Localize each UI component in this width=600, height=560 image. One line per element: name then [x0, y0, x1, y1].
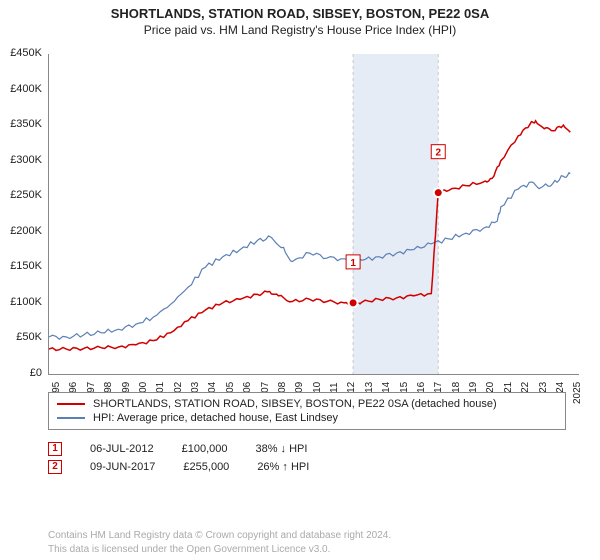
y-tick-label: £200K	[0, 225, 42, 237]
legend-row-series: SHORTLANDS, STATION ROAD, SIBSEY, BOSTON…	[57, 397, 557, 411]
svg-text:1: 1	[350, 258, 356, 269]
marker-1-icon: 1	[48, 442, 62, 456]
transaction-date-2: 09-JUN-2017	[90, 461, 155, 473]
y-tick-label: £250K	[0, 189, 42, 201]
chart-subtitle: Price paid vs. HM Land Registry's House …	[0, 23, 600, 37]
y-tick-label: £450K	[0, 47, 42, 59]
transaction-row-2: 2 09-JUN-2017 £255,000 26% ↑ HPI	[48, 458, 309, 476]
y-tick-label: £50K	[0, 331, 42, 343]
transaction-rows: 1 06-JUL-2012 £100,000 38% ↓ HPI 2 09-JU…	[48, 440, 309, 476]
x-tick-label: 2025	[572, 382, 583, 404]
transaction-row-1: 1 06-JUL-2012 £100,000 38% ↓ HPI	[48, 440, 309, 458]
y-tick-label: £0	[0, 367, 42, 379]
legend-row-hpi: HPI: Average price, detached house, East…	[57, 411, 557, 425]
y-tick-label: £400K	[0, 83, 42, 95]
y-tick-label: £150K	[0, 260, 42, 272]
y-tick-label: £350K	[0, 118, 42, 130]
footer-line-1: Contains HM Land Registry data © Crown c…	[48, 529, 391, 543]
legend-swatch-series	[57, 403, 85, 405]
legend: SHORTLANDS, STATION ROAD, SIBSEY, BOSTON…	[48, 392, 566, 430]
footer-attribution: Contains HM Land Registry data © Crown c…	[48, 529, 391, 556]
transaction-price-2: £255,000	[183, 461, 229, 473]
legend-label-hpi: HPI: Average price, detached house, East…	[93, 412, 338, 424]
svg-text:2: 2	[435, 148, 441, 159]
footer-line-2: This data is licensed under the Open Gov…	[48, 543, 391, 557]
chart-container: SHORTLANDS, STATION ROAD, SIBSEY, BOSTON…	[0, 0, 600, 560]
legend-label-series: SHORTLANDS, STATION ROAD, SIBSEY, BOSTON…	[93, 398, 497, 410]
plot-svg: 12	[49, 54, 579, 374]
y-tick-label: £100K	[0, 296, 42, 308]
transaction-delta-1: 38% ↓ HPI	[255, 443, 307, 455]
y-tick-label: £300K	[0, 154, 42, 166]
legend-swatch-hpi	[57, 417, 85, 419]
chart-title: SHORTLANDS, STATION ROAD, SIBSEY, BOSTON…	[0, 6, 600, 21]
transaction-date-1: 06-JUL-2012	[90, 443, 154, 455]
transaction-price-1: £100,000	[182, 443, 228, 455]
transaction-delta-2: 26% ↑ HPI	[257, 461, 309, 473]
marker-2-icon: 2	[48, 460, 62, 474]
plot-area: 12	[48, 54, 579, 375]
